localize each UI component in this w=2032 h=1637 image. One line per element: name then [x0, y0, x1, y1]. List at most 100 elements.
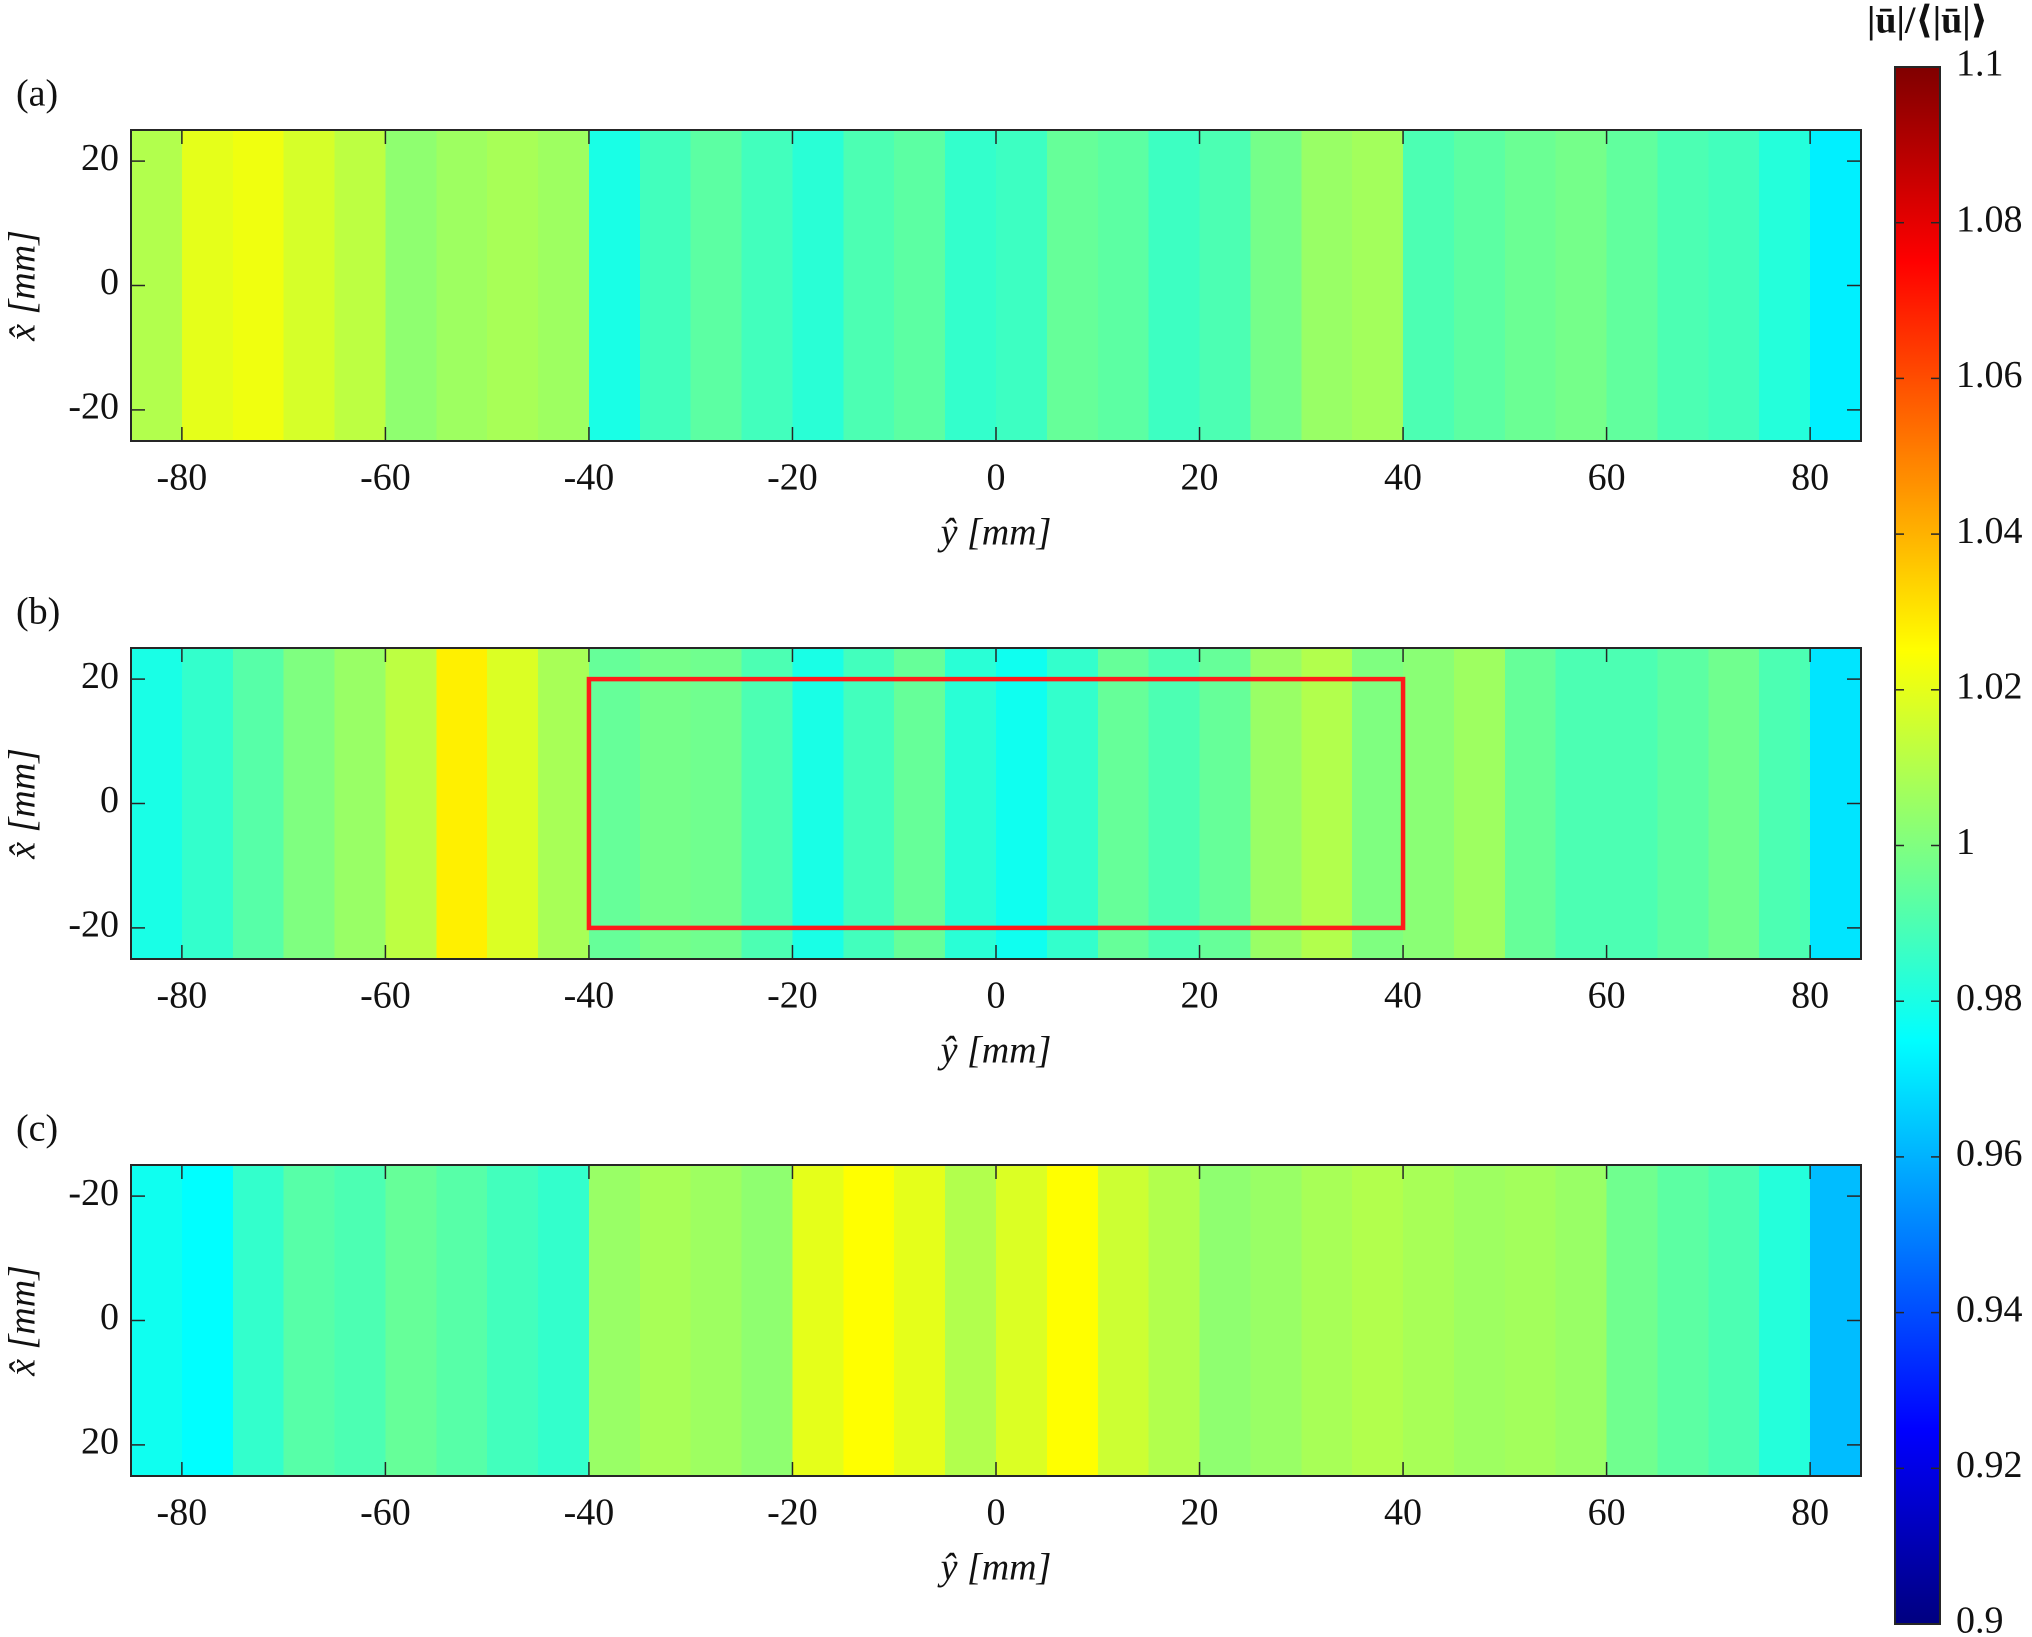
x-tick-label: 0	[987, 1492, 1006, 1534]
heat-cell	[1097, 648, 1150, 959]
heat-cell	[945, 1165, 997, 1476]
panel-label: (b)	[16, 591, 60, 633]
heat-cell	[843, 130, 895, 441]
colorbar-tick-label: 1	[1956, 821, 1975, 863]
heat-cell	[792, 648, 844, 959]
heat-cell	[690, 1165, 743, 1476]
x-tick-label: 20	[1181, 975, 1219, 1017]
heat-cell	[1403, 1165, 1455, 1476]
y-tick-label: -20	[68, 1172, 119, 1214]
colorbar-tick-label: 0.98	[1956, 977, 2023, 1019]
x-tick-label: 80	[1791, 457, 1829, 499]
colorbar-tick-label: 0.9	[1956, 1600, 2004, 1637]
heat-cell	[741, 648, 794, 959]
heat-cell	[1759, 1165, 1811, 1476]
heat-cell	[232, 648, 285, 959]
x-tick-label: -80	[157, 1492, 208, 1534]
heat-cell	[639, 648, 692, 959]
heat-cell	[741, 130, 794, 441]
heat-cell	[1250, 1165, 1302, 1476]
heat-cell	[945, 648, 997, 959]
x-tick-label: -60	[360, 1492, 411, 1534]
heat-cell	[181, 130, 234, 441]
heat-cell	[283, 1165, 336, 1476]
heat-cell	[1097, 130, 1150, 441]
heat-cell	[1759, 130, 1811, 441]
heat-cell	[792, 1165, 844, 1476]
heat-cell	[1352, 130, 1404, 441]
x-axis-label: ŷ [mm]	[937, 1030, 1052, 1072]
heat-cell	[232, 1165, 285, 1476]
y-tick-label: 0	[100, 261, 119, 303]
x-tick-label: 60	[1588, 457, 1626, 499]
heat-cell	[1708, 1165, 1760, 1476]
heat-cell	[181, 1165, 234, 1476]
heat-cell	[1657, 648, 1709, 959]
highlight-box	[586, 676, 1406, 931]
heat-cell	[1504, 1165, 1557, 1476]
panel-label: (a)	[16, 73, 58, 115]
x-tick-label: -20	[767, 975, 818, 1017]
heat-cell	[1555, 1165, 1608, 1476]
x-tick-label: 20	[1181, 457, 1219, 499]
colorbar-tick-label: 0.94	[1956, 1288, 2023, 1330]
x-tick-label: 80	[1791, 975, 1829, 1017]
heat-cell	[385, 1165, 437, 1476]
colorbar-tick-label: 1.1	[1956, 43, 2004, 85]
heat-cell	[538, 648, 590, 959]
heat-cell	[1097, 1165, 1150, 1476]
heat-cell	[1708, 130, 1760, 441]
heat-cell	[1504, 130, 1557, 441]
x-tick-label: 20	[1181, 1492, 1219, 1534]
heat-cell	[1199, 1165, 1252, 1476]
heat-cell	[385, 130, 437, 441]
heat-cell	[232, 130, 285, 441]
x-axis-label: ŷ [mm]	[937, 1547, 1052, 1589]
heat-cell	[1606, 648, 1659, 959]
colorbar-title: |ū|/⟨|ū|⟩	[1867, 0, 1988, 42]
heat-cell	[436, 130, 488, 441]
colorbar-tick-label: 1.06	[1956, 354, 2023, 396]
heat-cell	[1199, 648, 1252, 959]
heat-cell	[741, 1165, 794, 1476]
heat-cell	[538, 1165, 590, 1476]
y-tick-label: 0	[100, 779, 119, 821]
y-axis-label: x̂ [mm]	[2, 748, 44, 860]
heat-cell	[1657, 130, 1709, 441]
heat-cell	[843, 1165, 895, 1476]
y-tick-label: 0	[100, 1296, 119, 1338]
heat-cell	[1301, 648, 1353, 959]
heat-cell	[181, 648, 234, 959]
heat-cell	[588, 130, 641, 441]
heat-cell	[538, 130, 590, 441]
heat-cell	[1453, 648, 1506, 959]
colorbar-tick-label: 0.92	[1956, 1444, 2023, 1486]
heat-cell	[1504, 648, 1557, 959]
heat-cell	[588, 648, 641, 959]
x-tick-label: -20	[767, 457, 818, 499]
heat-cell	[996, 1165, 1048, 1476]
heat-cell	[1046, 130, 1099, 441]
heat-cell	[792, 130, 844, 441]
heat-cell	[894, 130, 946, 441]
x-tick-label: -40	[564, 1492, 615, 1534]
heat-cell	[1301, 130, 1353, 441]
heat-cell	[1708, 648, 1760, 959]
heat-cell	[1046, 648, 1099, 959]
heat-cell	[996, 130, 1048, 441]
panel-label: (c)	[16, 1108, 58, 1150]
heat-cell	[436, 1165, 488, 1476]
heat-cell	[639, 130, 692, 441]
x-tick-label: 40	[1384, 975, 1422, 1017]
heat-cell	[283, 648, 336, 959]
x-tick-label: -60	[360, 457, 411, 499]
heat-cell	[334, 648, 387, 959]
heat-cell	[894, 648, 946, 959]
x-tick-label: -20	[767, 1492, 818, 1534]
y-axis-label: x̂ [mm]	[2, 230, 44, 342]
heat-cell	[1148, 130, 1201, 441]
heat-cell	[1555, 130, 1608, 441]
heat-cell	[283, 130, 336, 441]
heat-cell	[1148, 1165, 1201, 1476]
